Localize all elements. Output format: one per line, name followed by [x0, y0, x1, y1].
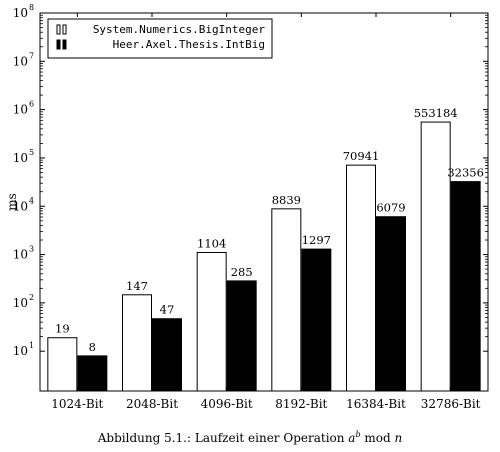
bar-intbig [450, 181, 481, 392]
data-label: 285 [231, 265, 253, 279]
data-label: 1104 [197, 236, 226, 250]
data-label: 47 [160, 303, 175, 317]
bar-biginteger [420, 121, 451, 392]
bar-biginteger [346, 164, 376, 392]
bar-intbig [301, 248, 332, 392]
data-label: 1297 [302, 233, 331, 247]
x-tick-label: 4096-Bit [201, 397, 253, 411]
legend-swatch [56, 39, 61, 50]
y-tick-exponent: 5 [29, 148, 34, 157]
bar-biginteger [196, 251, 227, 392]
legend-box [47, 18, 273, 59]
bar-biginteger [271, 208, 302, 392]
x-axis-ticks: 1024-Bit 2048-Bit 4096-Bit 8192-Bit 16384-Bi… [51, 13, 481, 411]
x-tick-label: 1024-Bit [51, 397, 103, 411]
x-tick-label: 16384-Bit [346, 397, 406, 411]
x-tick-label: 32786-Bit [421, 397, 481, 411]
data-label: 8 [89, 340, 96, 354]
y-tick-exponent: 3 [29, 245, 34, 254]
value-labels: 19 8 147 47 1104 285 8839 1297 70941 6079 553184 32… [55, 106, 484, 354]
y-tick-exponent: 7 [29, 51, 34, 60]
y-tick-label: 10 [13, 103, 28, 117]
caption-modulus: n [394, 431, 403, 445]
y-tick-label: 10 [13, 151, 28, 165]
y-axis-title: ms [5, 193, 19, 211]
legend-swatch [62, 39, 67, 50]
figure-caption: Abbildung 5.1.: Laufzeit einer Operation… [0, 430, 500, 445]
bar-intbig [376, 216, 406, 392]
data-label: 19 [55, 322, 70, 336]
y-tick-label: 10 [13, 54, 28, 68]
data-label: 553184 [414, 106, 458, 120]
bar-intbig [152, 318, 182, 392]
y-tick-label: 10 [13, 248, 28, 262]
legend-label: Heer.Axel.Thesis.IntBig [113, 38, 265, 51]
x-tick-label: 8192-Bit [275, 397, 327, 411]
y-tick-label: 10 [13, 296, 28, 310]
data-label: 32356 [447, 166, 484, 180]
caption-exponent: b [355, 430, 361, 439]
bar-intbig [77, 355, 108, 392]
y-tick-label: 10 [13, 6, 28, 20]
data-label: 147 [126, 279, 148, 293]
y-tick-exponent: 8 [29, 3, 34, 12]
y-tick-exponent: 2 [29, 293, 34, 302]
caption-prefix: Abbildung 5.1.: Laufzeit einer Operation [97, 431, 349, 445]
caption-mod: mod [360, 431, 395, 445]
bar-biginteger [47, 337, 78, 392]
caption-base: a [348, 431, 356, 445]
data-label: 70941 [343, 149, 380, 163]
bar-biginteger [122, 294, 152, 392]
y-tick-exponent: 6 [29, 100, 34, 109]
x-tick-label: 2048-Bit [126, 397, 178, 411]
legend-label: System.Numerics.BigInteger [93, 23, 266, 36]
data-label: 6079 [376, 201, 405, 215]
y-tick-label: 10 [13, 344, 28, 358]
legend-swatch [56, 24, 61, 35]
legend: System.Numerics.BigInteger Heer.Axel.Thes… [47, 18, 273, 59]
bars [47, 121, 481, 392]
y-tick-label: 10 [13, 199, 28, 213]
bar-intbig [226, 280, 257, 392]
legend-swatch [62, 24, 67, 35]
y-axis-label: ms [5, 193, 19, 211]
y-tick-exponent: 4 [29, 196, 34, 205]
data-label: 8839 [272, 193, 301, 207]
plot-frame [39, 12, 489, 392]
y-tick-exponent: 1 [29, 341, 34, 350]
